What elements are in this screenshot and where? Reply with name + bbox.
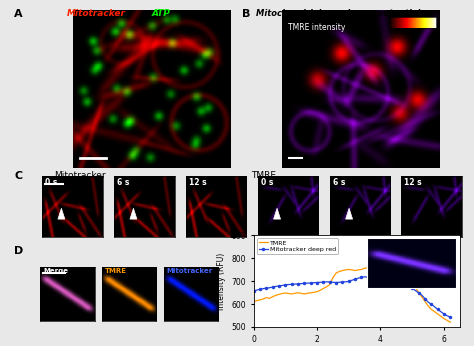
Text: TMRE: TMRE [105,268,127,274]
TMRE [305,291,310,295]
Text: ATP: ATP [152,9,171,18]
TMRE [444,318,450,322]
Text: A: A [14,9,23,19]
Text: C: C [14,171,22,181]
Text: TMRE: TMRE [251,171,276,180]
Line: Mitotracker deep red: Mitotracker deep red [253,271,451,318]
TMRE [343,268,348,272]
Text: Mitotracker: Mitotracker [55,171,106,180]
Text: D: D [14,246,24,256]
Text: E: E [230,230,237,240]
Mitotracker deep red [305,281,310,285]
Text: Merge: Merge [43,268,68,274]
Mitotracker deep red [444,314,450,318]
Text: B: B [242,9,250,19]
TMRE [311,290,317,294]
Text: 12 s: 12 s [404,178,422,187]
Y-axis label: Intensity (RFU): Intensity (RFU) [217,253,226,310]
Text: Mitotracker: Mitotracker [166,268,212,274]
TMRE [447,320,453,324]
Mitotracker deep red [378,270,383,274]
Legend: TMRE, Mitotracker deep red: TMRE, Mitotracker deep red [257,238,338,254]
Mitotracker deep red [251,289,256,293]
Text: 6 s: 6 s [117,178,129,187]
Mitotracker deep red [390,276,396,280]
Mitotracker deep red [447,315,453,319]
Text: TMRE intensity: TMRE intensity [288,23,345,32]
Text: Mitotracker: Mitotracker [66,9,125,18]
Mitotracker deep red [311,281,317,285]
TMRE [390,260,396,264]
TMRE [251,300,256,304]
Text: 0 s: 0 s [261,178,273,187]
Mitotracker deep red [349,278,355,282]
Text: 0 s: 0 s [45,178,57,187]
Mitotracker deep red [343,280,348,284]
Line: TMRE: TMRE [254,253,450,322]
Text: 6 s: 6 s [333,178,345,187]
TMRE [378,251,383,255]
TMRE [349,268,355,272]
Text: Mitochondrial membrane potential: Mitochondrial membrane potential [256,9,420,18]
Text: 12 s: 12 s [189,178,206,187]
